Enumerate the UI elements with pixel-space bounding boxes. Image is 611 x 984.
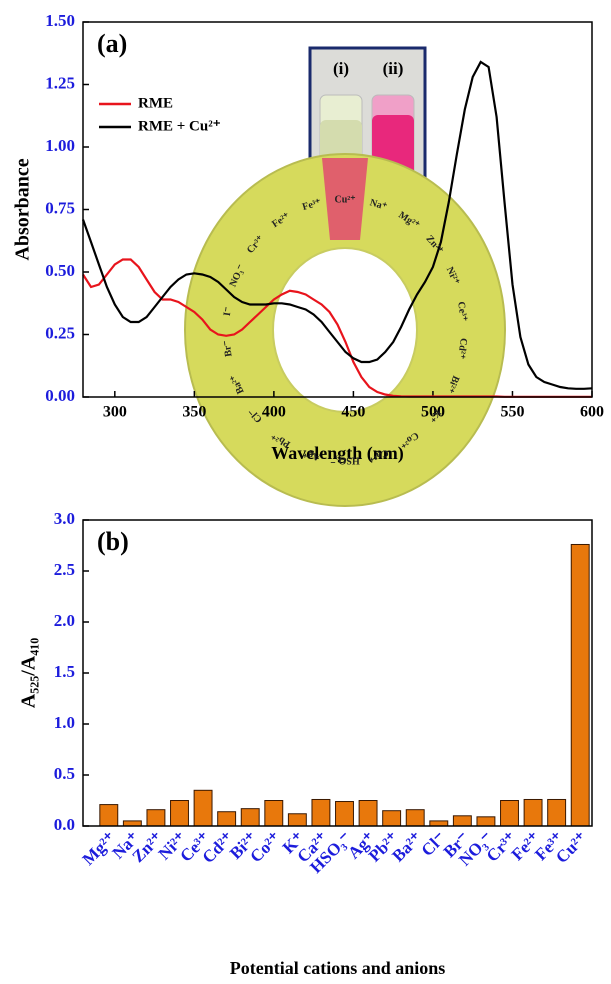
bar (217, 811, 237, 827)
tube-label: Na⁺ (368, 197, 388, 212)
bar (547, 798, 567, 827)
bar (146, 809, 166, 827)
bar (500, 800, 519, 827)
x-tick-label: 400 (262, 404, 286, 421)
y-tick-label: 0.50 (45, 261, 75, 280)
y-tick-label: 2.0 (54, 611, 75, 630)
bar (358, 800, 378, 827)
x-axis-title: Potential cations and anions (230, 958, 446, 978)
bar (476, 816, 496, 827)
tube-label: Fe³⁺ (301, 197, 322, 213)
y-tick-label: 0.25 (45, 323, 75, 342)
bar (193, 789, 213, 827)
x-tick-label: 450 (341, 404, 365, 421)
y-axis-title: A₅₂₅/A₄₁₀ (18, 638, 40, 708)
inset-label: (i) (333, 59, 349, 78)
x-axis-title: Wavelength (nm) (271, 443, 404, 464)
legend-label: RME + Cu²⁺ (138, 118, 221, 134)
x-tick-label: 550 (500, 404, 524, 421)
tube-label: Ag⁺ (302, 447, 322, 462)
y-tick-label: 1.50 (45, 11, 75, 30)
plot-frame (82, 519, 593, 827)
bar (570, 543, 590, 827)
bar (382, 810, 402, 827)
bar (287, 813, 307, 827)
bar (264, 800, 284, 827)
y-tick-label: 0.00 (45, 386, 75, 405)
data-line (81, 60, 593, 390)
bar (523, 798, 543, 827)
x-tick-label: 300 (103, 404, 127, 421)
bar (405, 809, 425, 827)
bar (311, 798, 331, 827)
y-tick-label: 1.25 (45, 73, 75, 92)
bar (429, 820, 449, 827)
y-tick-label: 1.0 (54, 713, 75, 732)
legend-label: RME (138, 95, 173, 111)
y-tick-label: 1.00 (45, 136, 75, 155)
bar (99, 804, 119, 827)
bar (122, 820, 142, 827)
tube-label: Cu²⁺ (334, 194, 355, 205)
tube-label: Br⁻ (221, 340, 234, 358)
y-tick-label: 2.5 (54, 560, 75, 579)
tube-label: I⁻ (222, 306, 234, 317)
bar (240, 808, 260, 827)
x-tick-label: 600 (580, 404, 604, 421)
tube-label: HSO₃⁻ (330, 455, 359, 466)
y-tick-label: 3.0 (54, 509, 75, 528)
panel-label: (a) (97, 29, 127, 58)
plot-frame (82, 21, 593, 398)
y-tick-label: 0.5 (54, 764, 75, 783)
inset-label: (ii) (383, 59, 404, 78)
y-tick-label: 0.75 (45, 198, 75, 217)
y-tick-label: 0.0 (54, 815, 75, 834)
tube-label: Cd²⁺ (455, 337, 469, 359)
y-axis-title: Absorbance (12, 158, 34, 260)
tube-label: Ce³⁺ (455, 301, 469, 322)
x-tick-label: 500 (421, 404, 445, 421)
bar (335, 801, 354, 827)
y-tick-label: 1.5 (54, 662, 75, 681)
tube-ring-photo (184, 153, 506, 507)
panel-label: (b) (97, 527, 129, 556)
x-tick-label: 350 (182, 404, 206, 421)
bar (452, 815, 472, 827)
bar (170, 800, 189, 827)
